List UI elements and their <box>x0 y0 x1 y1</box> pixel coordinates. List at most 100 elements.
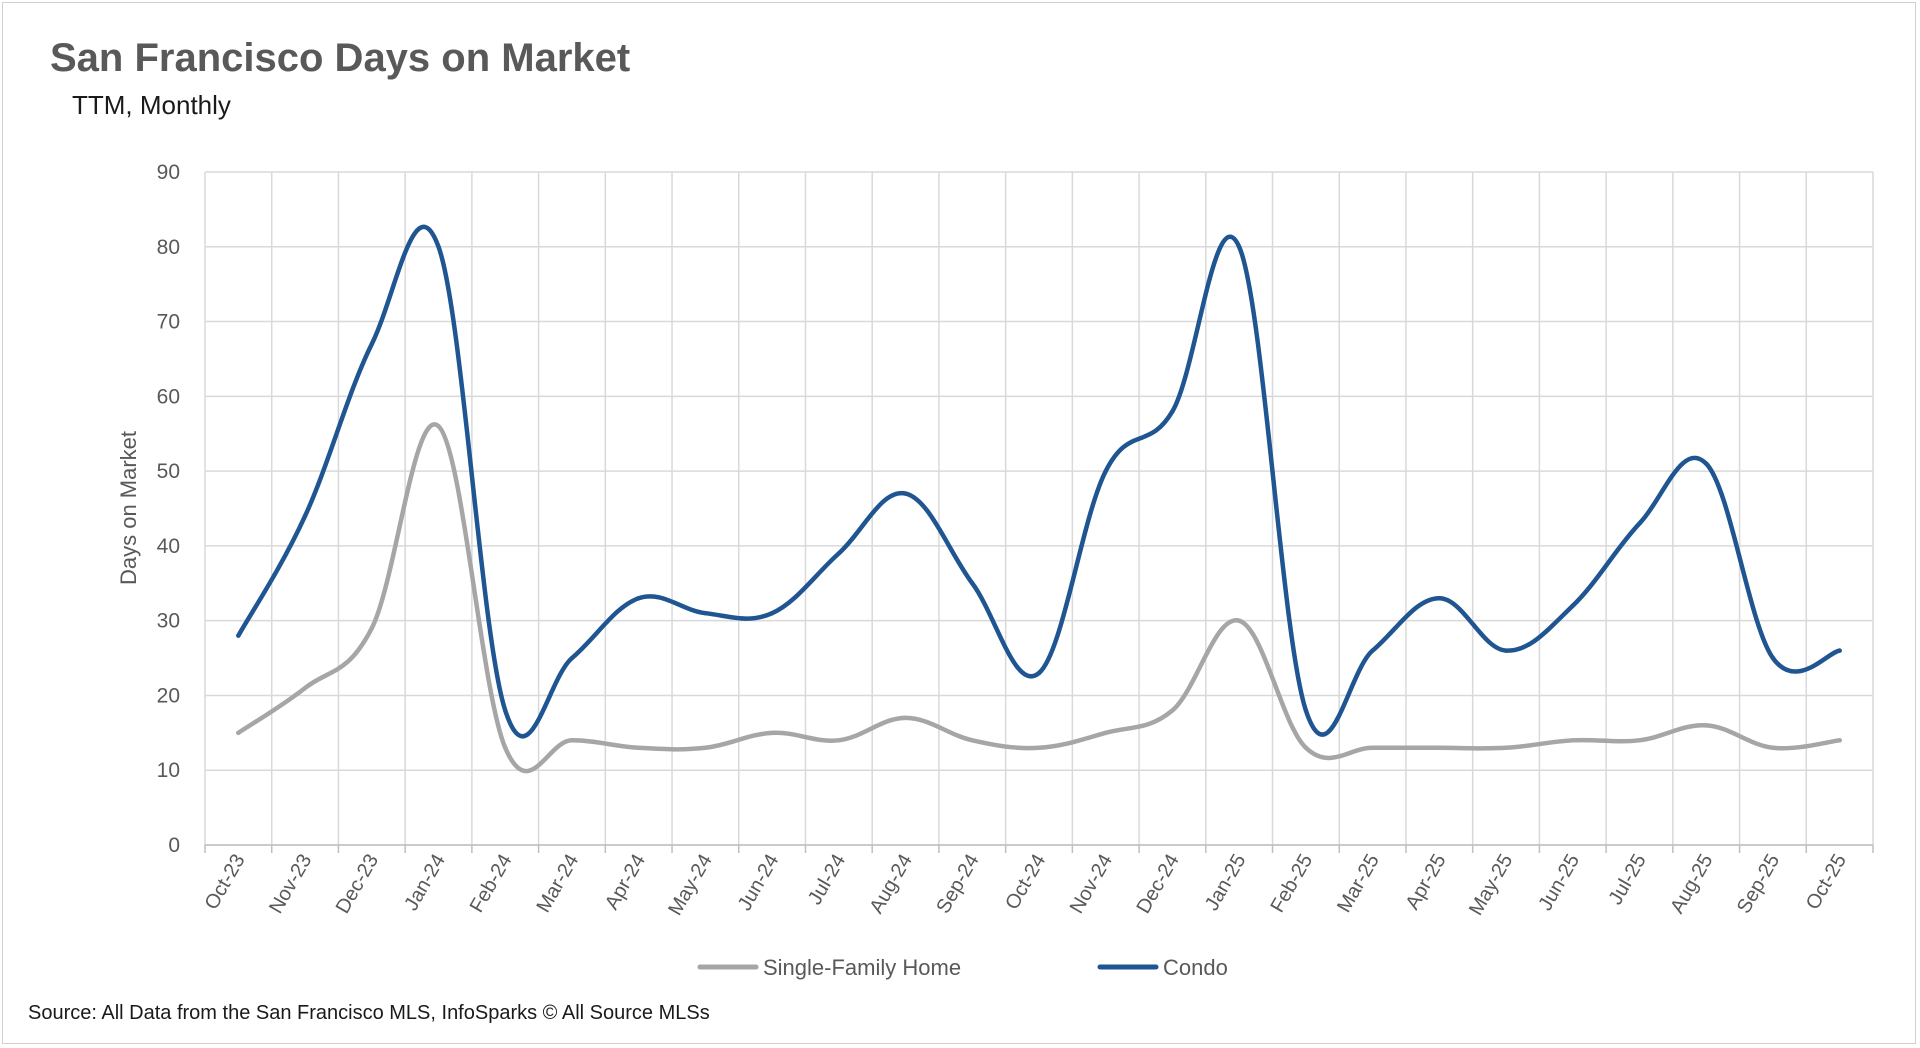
data-point-single-family-home <box>1637 738 1642 743</box>
data-point-condo <box>503 708 508 713</box>
x-tick-label: Apr-25 <box>1402 851 1451 914</box>
y-tick-label: 30 <box>157 610 180 633</box>
y-tick-label: 0 <box>168 834 180 857</box>
data-point-single-family-home <box>836 738 842 743</box>
y-tick-label: 90 <box>157 161 180 184</box>
data-point-single-family-home <box>1770 745 1776 750</box>
x-tick-label: Jun-25 <box>1534 851 1584 915</box>
grid-lines <box>204 171 1874 853</box>
data-point-single-family-home <box>369 625 374 631</box>
line-chart: 0 10 20 30 40 50 60 70 80 90 Oct-23 Nov-23 Dec-23 Ja… <box>116 161 1874 980</box>
data-point-single-family-home <box>302 685 308 691</box>
data-point-single-family-home <box>703 745 708 750</box>
data-point-condo <box>1370 648 1375 653</box>
x-tick-label: Jun-24 <box>734 851 784 915</box>
y-tick-label: 60 <box>157 385 180 408</box>
data-point-single-family-home <box>1437 745 1442 750</box>
data-point-condo <box>1637 521 1642 526</box>
y-tick-label: 80 <box>157 236 180 259</box>
x-tick-label: Feb-24 <box>466 851 517 917</box>
data-point-single-family-home <box>1704 723 1709 728</box>
x-tick-label: Nov-24 <box>1066 851 1117 918</box>
y-axis-label: Days on Market <box>116 431 141 585</box>
data-point-single-family-home <box>1370 745 1375 750</box>
x-tick-label: Sep-24 <box>932 851 983 918</box>
data-point-condo <box>236 633 241 638</box>
data-point-single-family-home <box>1036 745 1042 750</box>
data-point-single-family-home <box>436 424 441 429</box>
data-point-condo <box>970 581 975 586</box>
data-point-condo <box>903 491 908 496</box>
x-tick-label: Dec-23 <box>332 851 383 918</box>
source-note: Source: All Data from the San Francisco … <box>28 1002 710 1024</box>
data-point-condo <box>636 596 641 601</box>
data-point-condo <box>569 655 575 661</box>
data-point-condo <box>1303 708 1309 713</box>
data-point-condo <box>1437 596 1442 601</box>
x-tick-label: Aug-24 <box>866 851 917 918</box>
data-point-single-family-home <box>1503 745 1509 750</box>
data-point-condo <box>1770 655 1776 661</box>
data-point-condo <box>1503 648 1509 653</box>
data-point-single-family-home <box>1236 618 1242 623</box>
chart-subtitle: TTM, Monthly <box>72 90 231 120</box>
x-tick-label: Dec-24 <box>1132 851 1183 918</box>
x-tick-label: May-24 <box>664 851 716 920</box>
x-tick-label: Jan-25 <box>1201 851 1251 915</box>
data-point-condo <box>1170 409 1175 414</box>
data-point-single-family-home <box>1570 738 1575 743</box>
data-point-single-family-home <box>769 730 775 736</box>
y-tick-label: 10 <box>157 759 180 782</box>
x-tick-label: Oct-25 <box>1802 851 1851 914</box>
x-tick-label: Oct-23 <box>201 851 250 914</box>
data-point-condo <box>1236 244 1242 249</box>
x-tick-label: Jul-24 <box>804 851 850 909</box>
data-point-condo <box>1837 648 1842 653</box>
x-tick-label: Oct-24 <box>1001 851 1050 914</box>
x-axis-ticks: Oct-23 Nov-23 Dec-23 Jan-24 Feb-24 Mar-24 Apr-… <box>201 851 1851 920</box>
x-tick-label: Feb-25 <box>1266 851 1317 917</box>
data-point-condo <box>302 513 308 519</box>
x-tick-label: Sep-25 <box>1733 851 1784 918</box>
chart-title: San Francisco Days on Market <box>50 36 631 80</box>
y-axis-ticks: 0 10 20 30 40 50 60 70 80 90 <box>157 161 180 857</box>
series-layer <box>236 224 1842 774</box>
data-point-condo <box>769 610 775 616</box>
y-tick-label: 70 <box>157 311 180 334</box>
x-tick-label: May-25 <box>1465 851 1517 920</box>
series-line-condo <box>236 224 1842 739</box>
data-point-single-family-home <box>903 715 908 721</box>
data-point-condo <box>1103 468 1108 474</box>
data-point-single-family-home <box>1170 708 1175 713</box>
x-tick-label: Jul-25 <box>1605 851 1651 909</box>
x-tick-label: Apr-24 <box>601 851 650 914</box>
data-point-single-family-home <box>569 738 575 743</box>
legend-label: Single-Family Home <box>763 955 961 980</box>
data-point-condo <box>1704 461 1709 466</box>
y-tick-label: 20 <box>157 684 180 707</box>
data-point-condo <box>703 610 708 616</box>
data-point-condo <box>369 341 374 347</box>
y-tick-label: 50 <box>157 460 180 483</box>
data-point-single-family-home <box>970 738 975 743</box>
x-tick-label: Mar-24 <box>533 851 584 917</box>
data-point-condo <box>836 551 842 556</box>
x-tick-label: Mar-25 <box>1333 851 1384 917</box>
x-tick-label: Nov-23 <box>265 851 316 918</box>
x-tick-label: Aug-25 <box>1666 851 1717 918</box>
data-point-single-family-home <box>1103 730 1108 736</box>
data-point-condo <box>1036 670 1042 676</box>
legend: Single-Family Home Condo <box>697 955 1228 980</box>
legend-label: Condo <box>1163 955 1228 980</box>
data-point-single-family-home <box>236 730 241 736</box>
data-point-single-family-home <box>1303 745 1309 750</box>
data-point-condo <box>436 244 441 249</box>
y-tick-label: 40 <box>157 535 180 558</box>
data-point-single-family-home <box>636 745 641 750</box>
data-point-condo <box>1570 603 1575 608</box>
data-point-single-family-home <box>503 745 508 750</box>
data-point-single-family-home <box>1837 738 1842 743</box>
x-tick-label: Jan-24 <box>400 851 450 915</box>
series-line-single-family-home <box>236 422 1842 774</box>
